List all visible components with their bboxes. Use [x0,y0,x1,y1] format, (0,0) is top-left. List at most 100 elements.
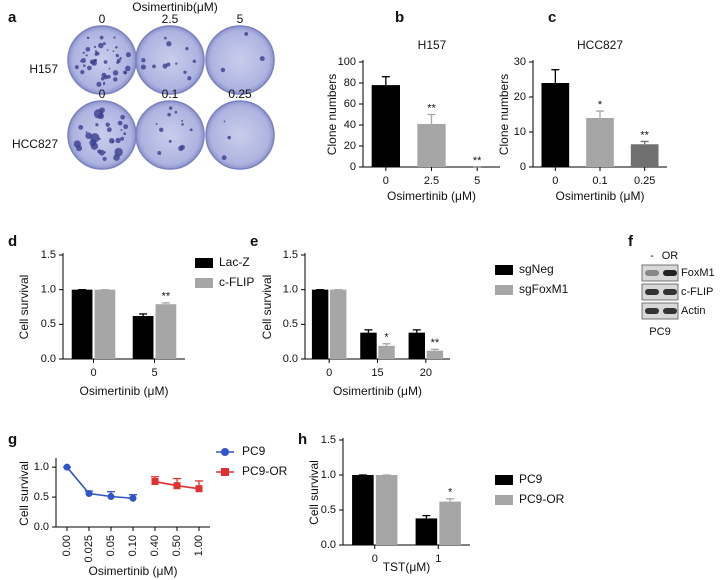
colony [95,123,99,127]
colony [78,124,84,130]
x-tick-label: 0.10 [127,535,139,556]
legend-swatch [495,285,513,295]
colony [82,64,86,67]
bar [439,501,461,545]
bar [360,332,377,359]
blot [641,283,679,301]
panel-label: g [8,431,17,448]
colony [125,52,131,58]
marker [63,463,71,471]
x-tick-label: 2.5 [424,175,439,187]
legend-label: PC9-OR [519,492,565,506]
colony [102,42,106,46]
dose-label: 0 [99,87,106,101]
row-label: H157 [29,62,58,76]
colony [244,32,249,36]
bar [630,144,659,167]
y-axis-label: Clone numbers [497,74,511,155]
colony [93,109,104,119]
colony [105,122,110,127]
significance: ** [427,102,436,114]
chart-title: H157 [418,38,447,52]
x-tick-label: 20 [420,367,432,379]
colony [116,58,121,63]
bar [311,289,329,359]
y-tick-label: 30 [514,56,526,68]
error-bar [382,343,391,346]
significance: * [384,332,389,344]
bar [71,289,93,359]
colony [106,49,109,51]
colony [113,154,120,161]
panel-label: b [395,9,404,26]
bar [426,350,444,359]
colony [99,35,104,40]
error-bar [412,329,421,333]
legend-label: sgNeg [519,262,554,276]
colony [183,70,187,74]
panel-label: d [8,233,17,250]
x-tick-label: 0.1 [592,175,607,187]
x-tick-label: 0.50 [171,535,183,556]
x-tick-label: 5 [474,175,480,187]
bar [94,289,116,359]
colony [97,149,102,154]
colony [80,58,86,63]
band [645,289,659,295]
colony [103,60,108,64]
colony [108,67,111,70]
x-tick-label: 0.40 [149,535,161,556]
error-bar [427,113,436,124]
error-bar [161,302,170,305]
colony [112,50,115,53]
colony [166,62,171,67]
colony [96,81,102,87]
marker [129,494,137,502]
y-axis-label: Cell survival [307,460,321,525]
colony [85,131,88,134]
cell-line: PC9 [649,326,670,338]
colony [185,47,189,51]
colony [93,45,97,49]
legend-label: PC9-OR [242,464,288,478]
x-tick-label: 0 [372,553,378,565]
colony [101,72,107,78]
bar [586,118,614,167]
chart-title: HCC827 [577,38,623,52]
colony [119,57,122,60]
panel-label: e [250,233,258,250]
x-tick-label: 0 [383,175,389,187]
dose-label: 2.5 [162,12,179,26]
x-axis-label: Osimertinib (μM) [387,189,476,203]
colony [140,64,146,70]
colony [104,151,106,154]
y-tick-label: 0.0 [321,539,336,551]
bar [541,83,570,167]
colony [114,147,123,157]
significance: ** [162,291,171,303]
legend-swatch [195,278,213,288]
x-axis-label: Osimertinib (μM) [556,189,645,203]
colony [115,137,121,144]
colony [115,53,120,58]
y-tick-label: 100 [338,56,356,68]
x-axis-label: TST(μM) [383,560,431,574]
y-tick-label: 1.5 [41,249,56,261]
legend-swatch [495,265,513,275]
colony [120,129,123,131]
colony [164,36,167,40]
colony [187,76,192,81]
bar [417,123,446,167]
bar [378,345,395,359]
dose-label: 0.25 [228,87,252,101]
panel-title: Osimertinib(μM) [132,0,218,14]
colony [113,36,116,39]
x-tick-label: 0 [90,367,96,379]
x-axis-label: Osimertinib (μM) [89,564,178,578]
colony [178,145,184,152]
band [645,308,659,314]
colony [120,114,125,120]
colony [259,56,265,62]
colony [117,120,123,126]
